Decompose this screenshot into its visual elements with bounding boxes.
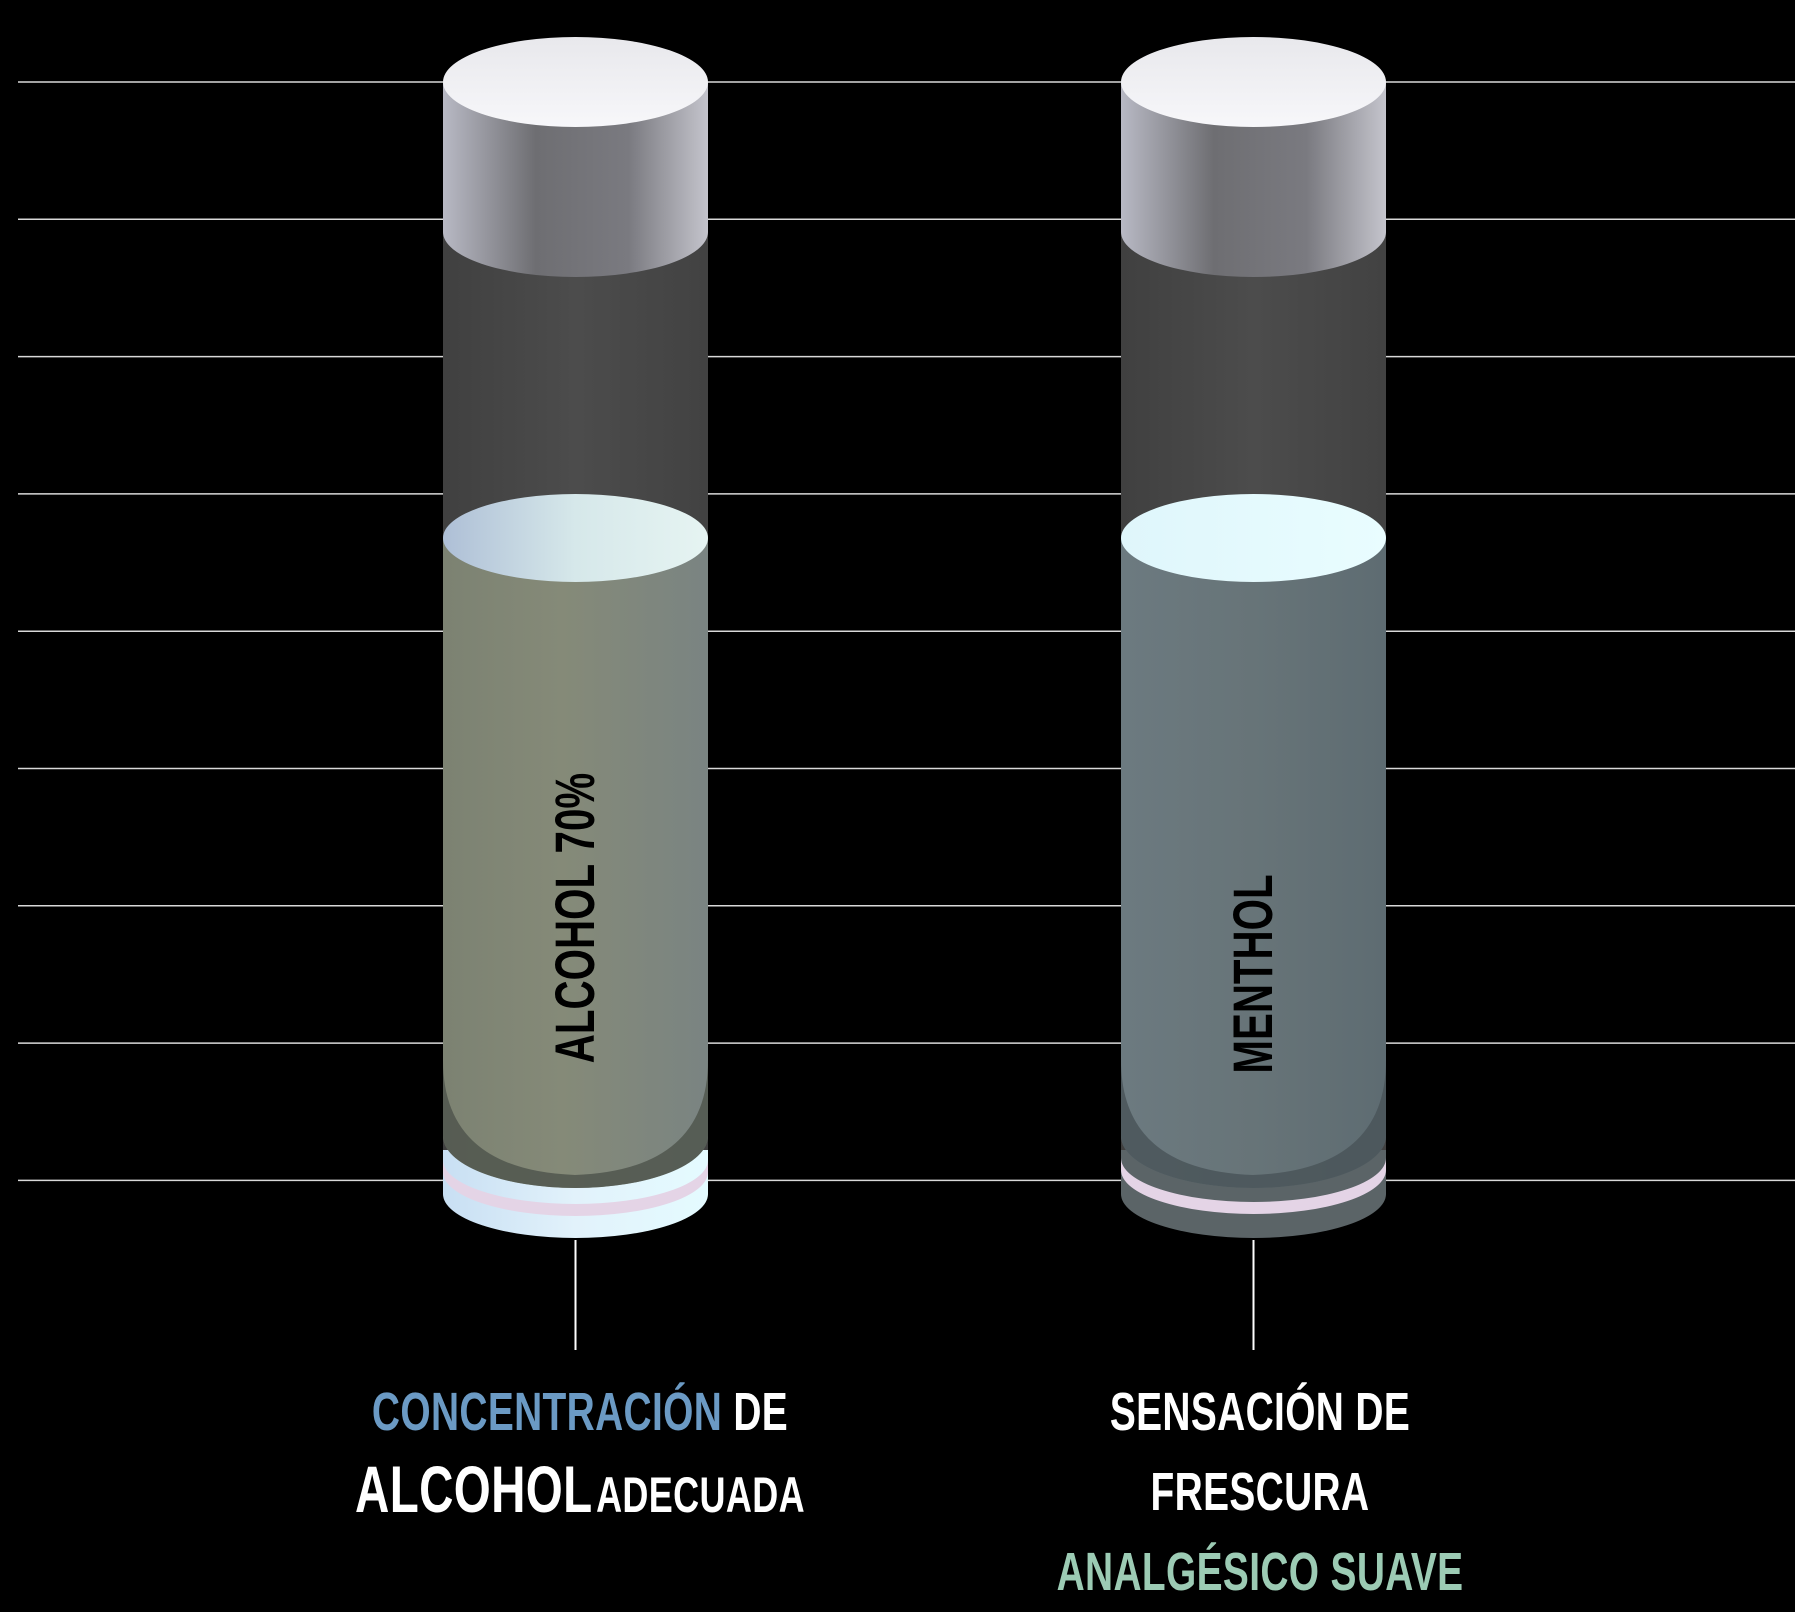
cylinder-alcohol [443,37,708,1238]
caption-menthol-line3: ANALGÉSICO SUAVE [1056,1542,1464,1602]
base-ring [443,1160,708,1216]
caption-alcohol-line2: ALCOHOL ADECUADA [306,1452,853,1532]
base-ring [1121,1158,1386,1214]
cap-top [443,37,708,127]
highlight-concentracion: CONCENTRACIÓN [371,1382,723,1442]
caption-alcohol-line1: CONCENTRACIÓN DE [306,1372,853,1452]
liquid-body [443,538,708,1189]
caption-menthol-line1: SENSACIÓN DE [1109,1382,1411,1442]
caption-text: DE [733,1382,789,1442]
caption-alcohol: CONCENTRACIÓN DE ALCOHOL ADECUADA [306,1372,853,1532]
cylinder-label-alcohol: ALCOHOL 70% [545,773,607,1063]
cylinder-label-menthol: MENTHOL [1223,874,1285,1073]
caption-menthol-line2: FRESCURA [1150,1462,1370,1522]
highlight-alcohol: ALCOHOL [355,1452,593,1526]
cap-body [443,82,708,277]
liquid-surface [443,494,708,582]
caption-menthol: SENSACIÓN DE FRESCURA ANALGÉSICO SUAVE [986,1372,1533,1612]
caption-text: ADECUADA [596,1467,805,1523]
liquid-surface [1121,494,1386,582]
cap-top [1121,37,1386,127]
cylinder-menthol [1121,37,1386,1238]
liquid-body [1121,538,1386,1189]
leader-lines [574,1240,1255,1350]
background-gridlines [18,81,1795,1182]
cap-body [1121,82,1386,277]
